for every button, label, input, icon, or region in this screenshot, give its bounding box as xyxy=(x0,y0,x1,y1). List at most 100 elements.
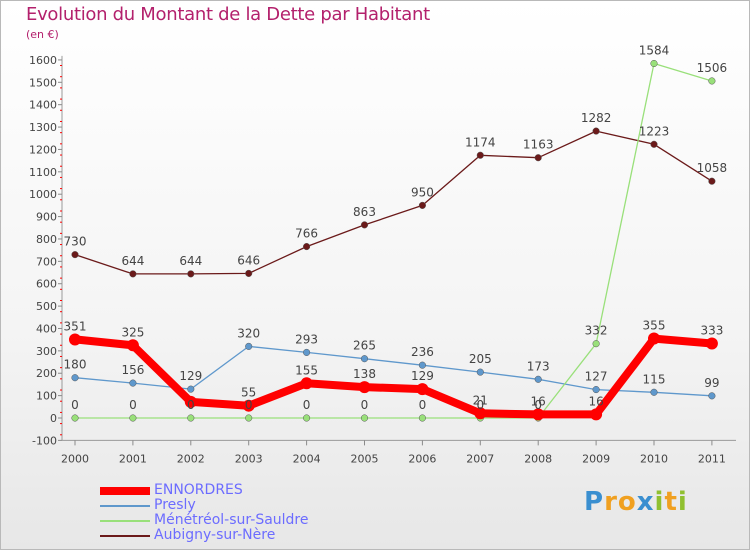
data-point xyxy=(187,385,195,393)
data-label: 0 xyxy=(534,398,542,412)
data-label: 644 xyxy=(121,254,144,268)
legend-label-menetreol: Ménétréol-sur-Sauldre xyxy=(154,512,309,528)
legend-item-presly: Presly xyxy=(100,497,340,514)
y-tick-label: -100 xyxy=(32,434,57,447)
data-point xyxy=(303,414,311,422)
data-label: 730 xyxy=(64,235,87,249)
y-tick-label: 500 xyxy=(36,300,57,313)
y-tick-label: 400 xyxy=(36,322,57,335)
y-tick-label: 800 xyxy=(36,233,57,246)
data-point xyxy=(705,337,718,350)
y-tick-label: 300 xyxy=(36,345,57,358)
data-label: 333 xyxy=(700,323,723,337)
data-label: 1506 xyxy=(697,61,728,75)
data-label: 16 xyxy=(531,394,546,408)
data-point xyxy=(416,383,429,396)
data-point xyxy=(245,414,253,422)
x-tick-label: 2004 xyxy=(293,452,321,465)
data-point xyxy=(476,368,484,376)
logo-letter: P xyxy=(584,487,605,517)
data-point xyxy=(360,221,369,229)
data-point xyxy=(187,414,195,422)
data-label: 0 xyxy=(71,398,79,412)
series-line-3 xyxy=(74,130,713,275)
logo-letter: o xyxy=(617,487,637,517)
legend-swatch-aubigny xyxy=(100,535,150,537)
legend-item-ennordres: ENNORDRES xyxy=(100,482,340,499)
x-tick-label: 2007 xyxy=(466,452,494,465)
data-label: 99 xyxy=(704,376,719,390)
y-tick-label: 1100 xyxy=(29,166,57,179)
x-tick-label: 2005 xyxy=(351,452,379,465)
x-tick-label: 2011 xyxy=(698,452,726,465)
y-tick-label: 1300 xyxy=(29,121,57,134)
data-label: 0 xyxy=(361,398,369,412)
data-label: 180 xyxy=(64,358,87,372)
data-label: 115 xyxy=(643,372,666,386)
data-point xyxy=(592,340,600,348)
data-label: 0 xyxy=(187,398,195,412)
data-point xyxy=(708,392,716,400)
data-label: 332 xyxy=(585,324,608,338)
data-label: 1058 xyxy=(697,161,728,175)
data-label: 325 xyxy=(121,325,144,339)
data-point xyxy=(129,270,137,278)
data-label: 644 xyxy=(179,254,202,268)
legend-item-menetreol: Ménétréol-sur-Sauldre xyxy=(100,512,340,529)
chart-subtitle: (en €) xyxy=(26,28,59,41)
data-point xyxy=(534,375,542,383)
data-point xyxy=(648,332,660,345)
data-point xyxy=(476,151,484,159)
data-label: 127 xyxy=(585,370,608,384)
data-label: 129 xyxy=(411,369,434,383)
data-label: 138 xyxy=(353,367,376,381)
data-label: 351 xyxy=(64,319,87,333)
data-label: 156 xyxy=(121,363,144,377)
data-label: 155 xyxy=(295,363,318,377)
data-label: 21 xyxy=(473,393,488,407)
data-label: 205 xyxy=(469,352,492,366)
data-label: 1223 xyxy=(639,124,670,138)
data-point xyxy=(650,388,658,396)
data-point xyxy=(71,251,79,259)
data-label: 0 xyxy=(303,398,311,412)
data-point xyxy=(71,414,79,422)
logo-letter: i xyxy=(677,487,688,517)
data-point xyxy=(708,77,716,85)
data-label: 236 xyxy=(411,345,434,359)
data-label: 0 xyxy=(476,398,484,412)
x-tick-label: 2009 xyxy=(582,452,610,465)
y-tick-label: 0 xyxy=(50,412,57,425)
data-point xyxy=(418,414,426,422)
legend-swatch-ennordres xyxy=(100,487,150,495)
data-label: 646 xyxy=(237,253,260,267)
data-point xyxy=(650,140,658,148)
data-point xyxy=(300,377,313,390)
data-label: 1282 xyxy=(581,111,612,125)
data-point xyxy=(358,381,371,394)
data-label: 766 xyxy=(295,227,318,241)
data-point xyxy=(592,127,600,135)
data-point xyxy=(650,59,658,68)
legend-label-ennordres: ENNORDRES xyxy=(154,482,243,498)
data-label: 16 xyxy=(588,394,603,408)
logo-letter: x xyxy=(636,487,655,517)
data-label: 1174 xyxy=(465,135,496,149)
x-tick-label: 2006 xyxy=(408,452,436,465)
data-label: 1163 xyxy=(523,138,554,152)
y-tick-label: 1500 xyxy=(29,76,57,89)
proxiti-logo: Proxiti xyxy=(584,487,688,517)
legend-label-presly: Presly xyxy=(154,497,196,513)
data-point xyxy=(708,177,716,185)
data-point xyxy=(592,386,600,394)
data-label: 0 xyxy=(419,398,427,412)
data-point xyxy=(129,379,137,387)
data-label: 1584 xyxy=(639,44,670,58)
data-point xyxy=(590,408,603,421)
data-point xyxy=(360,355,369,363)
legend-item-aubigny: Aubigny-sur-Nère xyxy=(100,527,340,544)
x-tick-label: 2010 xyxy=(640,452,668,465)
data-point xyxy=(532,408,545,421)
data-point xyxy=(245,342,253,350)
